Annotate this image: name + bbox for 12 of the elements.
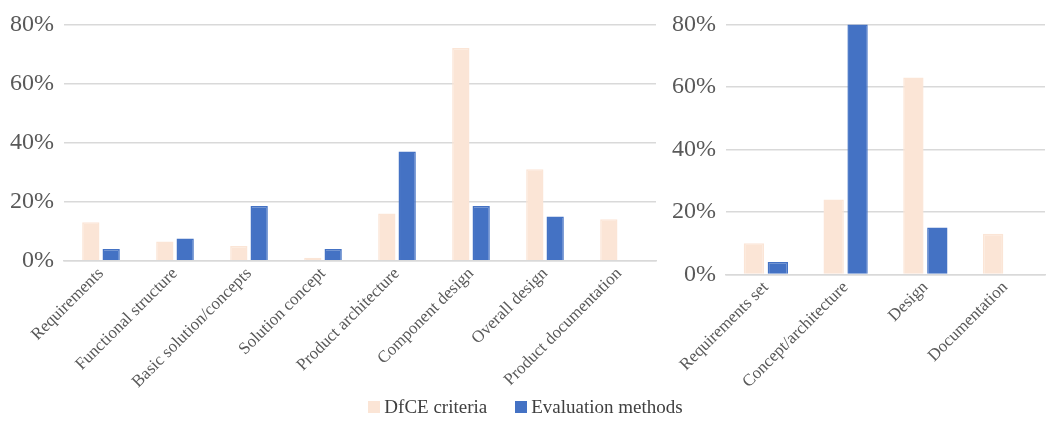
legend-label: Evaluation methods [531,396,683,418]
y-tick-label: 40% [9,127,54,154]
y-tick-label: 80% [671,9,716,36]
y-tick-label: 20% [9,186,54,213]
y-tick-label: 80% [9,9,54,36]
y-tick-label: 0% [21,246,54,273]
legend-label: DfCE criteria [384,396,488,418]
y-tick-label: 0% [683,259,716,286]
y-tick-label: 60% [671,72,716,99]
y-tick-label: 60% [9,68,54,95]
y-tick-label: 20% [671,197,716,224]
y-tick-label: 40% [671,134,716,161]
